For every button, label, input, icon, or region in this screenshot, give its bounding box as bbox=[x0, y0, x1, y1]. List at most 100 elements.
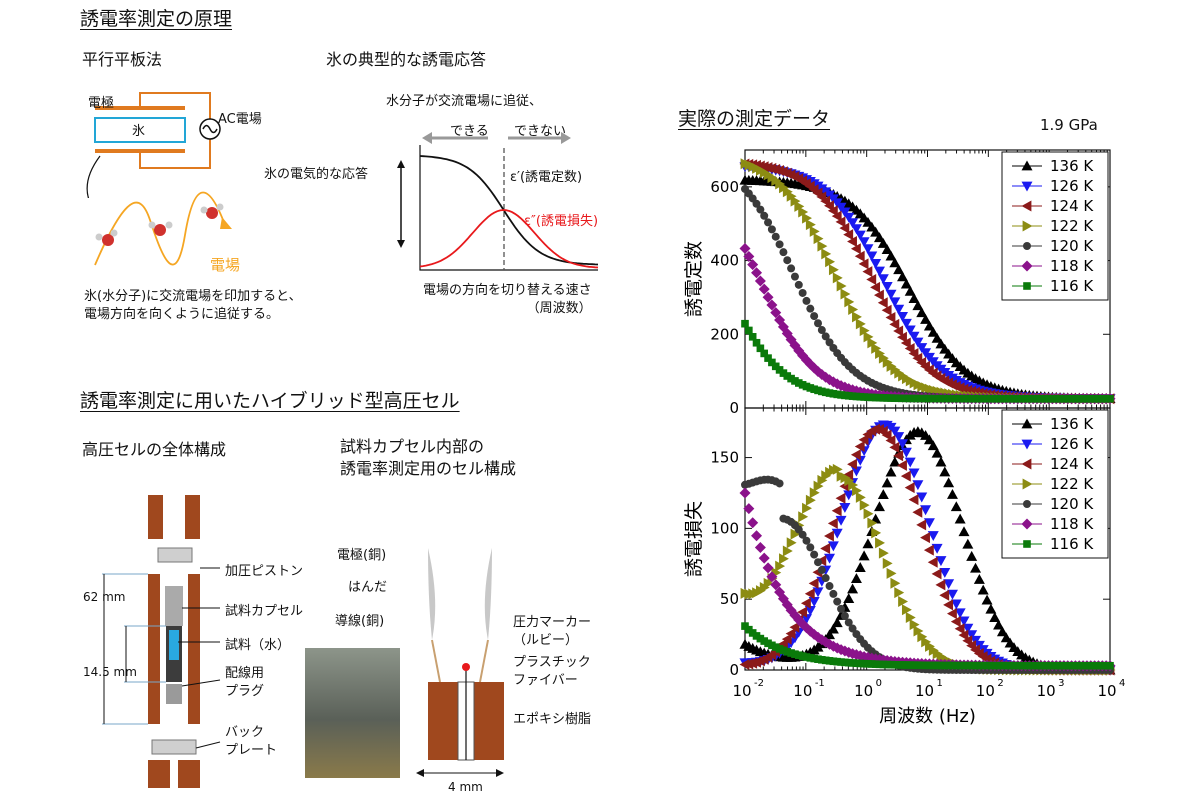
eps-imag-curve bbox=[419, 209, 599, 269]
dim-14-label: 14.5 mm bbox=[83, 665, 137, 679]
data-point bbox=[908, 468, 920, 479]
data-point bbox=[827, 623, 839, 634]
data-point bbox=[855, 491, 866, 503]
data-point bbox=[1029, 394, 1037, 403]
data-point bbox=[996, 626, 1008, 637]
data-point bbox=[812, 365, 824, 377]
data-point bbox=[931, 447, 943, 458]
data-point bbox=[818, 387, 826, 396]
data-point bbox=[768, 358, 776, 367]
data-point bbox=[897, 271, 909, 282]
parallel-plate-caption: 氷(水分子)に交流電場を印加すると、 電場方向を向くように追従する。 bbox=[84, 289, 302, 322]
data-point bbox=[775, 560, 786, 572]
data-point bbox=[1079, 394, 1087, 403]
data-point bbox=[909, 619, 920, 631]
data-point bbox=[1075, 661, 1084, 670]
data-point bbox=[867, 660, 876, 668]
arrow-up-icon bbox=[397, 160, 405, 168]
data-point bbox=[790, 528, 801, 540]
overall-cell-diagram bbox=[102, 495, 221, 788]
legend-marker bbox=[1021, 439, 1033, 450]
data-point bbox=[817, 566, 826, 575]
data-point bbox=[743, 503, 755, 515]
data-point bbox=[917, 394, 926, 403]
data-point bbox=[841, 391, 849, 400]
data-point bbox=[1025, 661, 1034, 670]
data-point bbox=[835, 515, 847, 526]
data-point bbox=[844, 392, 853, 400]
data-point bbox=[831, 617, 843, 628]
data-point bbox=[790, 272, 799, 281]
data-point bbox=[987, 394, 995, 403]
data-point bbox=[882, 557, 893, 569]
data-point bbox=[916, 492, 928, 503]
response-ylabel: 氷の電気的な応答 bbox=[264, 167, 369, 182]
ruby-label: 圧力マーカー （ルビー） bbox=[513, 615, 592, 648]
y-tick-label: 0 bbox=[729, 399, 739, 417]
data-point bbox=[850, 224, 862, 235]
legend-label: 122 K bbox=[1050, 475, 1094, 493]
data-point bbox=[893, 325, 904, 337]
data-point bbox=[885, 434, 896, 446]
data-point bbox=[802, 536, 811, 545]
data-point bbox=[898, 394, 907, 403]
data-point bbox=[979, 661, 988, 670]
data-point bbox=[1037, 661, 1045, 670]
right-solder bbox=[484, 548, 492, 640]
data-point bbox=[900, 337, 911, 349]
data-point bbox=[956, 661, 964, 670]
data-point bbox=[900, 318, 912, 329]
data-point bbox=[798, 381, 807, 389]
data-point bbox=[898, 661, 907, 669]
data-point bbox=[850, 243, 861, 255]
data-point bbox=[1086, 394, 1095, 403]
data-point bbox=[891, 394, 899, 402]
data-point bbox=[887, 660, 895, 669]
data-point bbox=[1033, 661, 1041, 670]
data-point bbox=[904, 285, 916, 296]
data-point bbox=[782, 545, 793, 557]
data-point bbox=[754, 541, 766, 553]
data-point bbox=[760, 211, 769, 220]
data-point bbox=[787, 264, 796, 273]
data-point bbox=[837, 391, 845, 399]
data-point bbox=[852, 485, 862, 497]
data-point bbox=[760, 349, 769, 358]
data-point bbox=[789, 621, 800, 633]
data-point bbox=[862, 244, 874, 255]
data-point bbox=[843, 212, 855, 223]
legend-label: 122 K bbox=[1050, 217, 1094, 235]
data-point bbox=[821, 388, 830, 397]
data-point bbox=[766, 299, 778, 311]
data-point bbox=[878, 547, 889, 559]
data-point bbox=[739, 242, 751, 254]
data-point bbox=[889, 257, 901, 268]
data-point bbox=[762, 291, 774, 303]
data-point bbox=[923, 320, 935, 331]
legend-marker bbox=[1021, 458, 1032, 470]
plug bbox=[166, 684, 182, 704]
data-point bbox=[805, 219, 816, 231]
data-point bbox=[998, 661, 1007, 670]
x-tick-label: 10 bbox=[1097, 682, 1116, 700]
data-point bbox=[910, 661, 918, 669]
data-point bbox=[954, 513, 966, 524]
data-point bbox=[763, 577, 774, 589]
data-point bbox=[837, 604, 846, 613]
data-point bbox=[787, 649, 795, 657]
data-point bbox=[802, 296, 811, 305]
data-point bbox=[817, 326, 826, 335]
data-point bbox=[800, 597, 811, 609]
data-point bbox=[775, 366, 784, 374]
data-point bbox=[1006, 394, 1014, 403]
legend-marker bbox=[1021, 181, 1033, 192]
data-point bbox=[825, 389, 834, 397]
data-point bbox=[1106, 394, 1114, 403]
x-tick-label: 10 bbox=[854, 682, 873, 700]
legend-marker bbox=[1022, 478, 1033, 490]
data-point bbox=[802, 382, 811, 391]
data-point bbox=[824, 553, 836, 564]
data-point bbox=[940, 394, 949, 403]
left-solder bbox=[428, 548, 436, 640]
wire-label: 導線(銅) bbox=[335, 614, 385, 629]
